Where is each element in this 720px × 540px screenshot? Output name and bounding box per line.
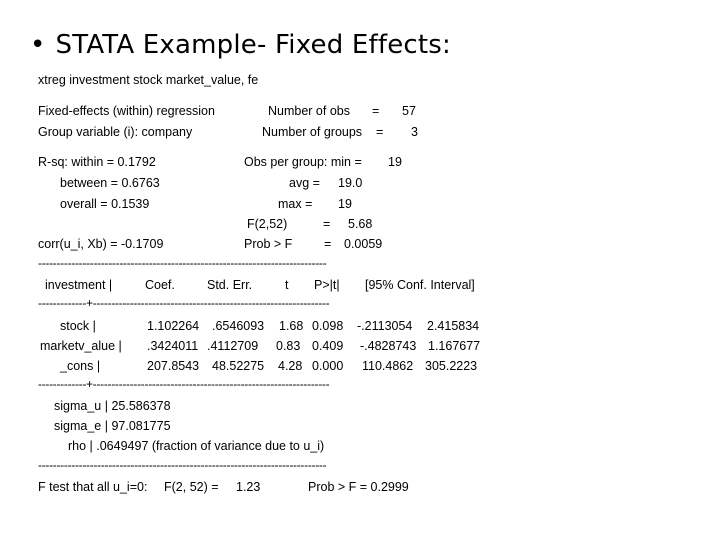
f-test-value: 1.23 (236, 480, 261, 494)
command-line: xtreg investment stock market_value, fe (38, 73, 259, 87)
row-p: 0.098 (312, 319, 344, 333)
num-obs-label: Number of obs (268, 104, 350, 118)
row-var: _cons | (60, 359, 101, 373)
num-groups-eq: = (376, 125, 384, 139)
col-header-variable: investment | (45, 278, 113, 292)
col-header-conf-interval: [95% Conf. Interval] (365, 278, 475, 292)
col-header-t: t (285, 278, 289, 292)
rule-bottom: ----------------------------------------… (38, 458, 327, 472)
rsq-within: R-sq: within = 0.1792 (38, 155, 156, 169)
row-coef: 1.102264 (147, 319, 200, 333)
row-t: 4.28 (278, 359, 303, 373)
row-var: marketv_alue | (40, 339, 122, 353)
obs-max-value: 19 (338, 197, 352, 211)
sigma-e: sigma_e | 97.081775 (54, 419, 171, 433)
row-t: 1.68 (279, 319, 304, 333)
f-stat-eq: = (323, 217, 331, 231)
prob-f-label: Prob > F (244, 237, 293, 251)
f-test-label: F test that all u_i=0: (38, 480, 148, 494)
row-se: 48.52275 (212, 359, 265, 373)
obs-min-label: Obs per group: min = (244, 155, 362, 169)
slide-title: • STATA Example- Fixed Effects: (30, 30, 451, 60)
row-ci-low: -.2113054 (357, 319, 413, 333)
num-obs-eq: = (372, 104, 380, 118)
row-p: 0.000 (312, 359, 344, 373)
obs-max-label: max = (278, 197, 313, 211)
row-ci-high: 1.167677 (428, 339, 481, 353)
row-coef: 207.8543 (147, 359, 200, 373)
num-groups-label: Number of groups (262, 125, 363, 139)
row-ci-high: 2.415834 (427, 319, 480, 333)
row-ci-low: -.4828743 (360, 339, 417, 353)
f-stat-value: 5.68 (348, 217, 373, 231)
num-groups-value: 3 (411, 125, 418, 139)
row-coef: .3424011 (147, 339, 199, 353)
obs-avg-label: avg = (289, 176, 320, 190)
rsq-between: between = 0.6763 (60, 176, 160, 190)
prob-f-eq: = (324, 237, 332, 251)
col-header-stderr: Std. Err. (207, 278, 253, 292)
rule-top: ----------------------------------------… (38, 256, 327, 270)
rsq-overall: overall = 0.1539 (60, 197, 150, 211)
row-t: 0.83 (276, 339, 301, 353)
col-header-coef: Coef. (145, 278, 175, 292)
row-ci-high: 305.2223 (425, 359, 478, 373)
num-obs-value: 57 (402, 104, 416, 118)
obs-avg-value: 19.0 (338, 176, 363, 190)
col-header-p: P>|t| (314, 278, 340, 292)
rule-header: -------------+--------------------------… (38, 296, 330, 310)
sigma-u: sigma_u | 25.586378 (54, 399, 171, 413)
bullet-icon: • (30, 30, 46, 60)
rule-variance: -------------+--------------------------… (38, 377, 330, 391)
prob-f-value: 0.0059 (344, 237, 383, 251)
model-type: Fixed-effects (within) regression (38, 104, 215, 118)
f-test-stat: F(2, 52) = (164, 480, 219, 494)
row-ci-low: 110.4862 (362, 359, 414, 373)
slide-title-text: STATA Example- Fixed Effects: (55, 30, 452, 60)
group-variable: Group variable (i): company (38, 125, 193, 139)
row-var: stock | (60, 319, 96, 333)
f-test-prob: Prob > F = 0.2999 (308, 480, 409, 494)
f-stat-label: F(2,52) (247, 217, 288, 231)
row-se: .4112709 (207, 339, 259, 353)
rho: rho | .0649497 (fraction of variance due… (68, 439, 325, 453)
corr-ui-xb: corr(u_i, Xb) = -0.1709 (38, 237, 164, 251)
row-p: 0.409 (312, 339, 344, 353)
row-se: .6546093 (212, 319, 265, 333)
obs-min-value: 19 (388, 155, 402, 169)
